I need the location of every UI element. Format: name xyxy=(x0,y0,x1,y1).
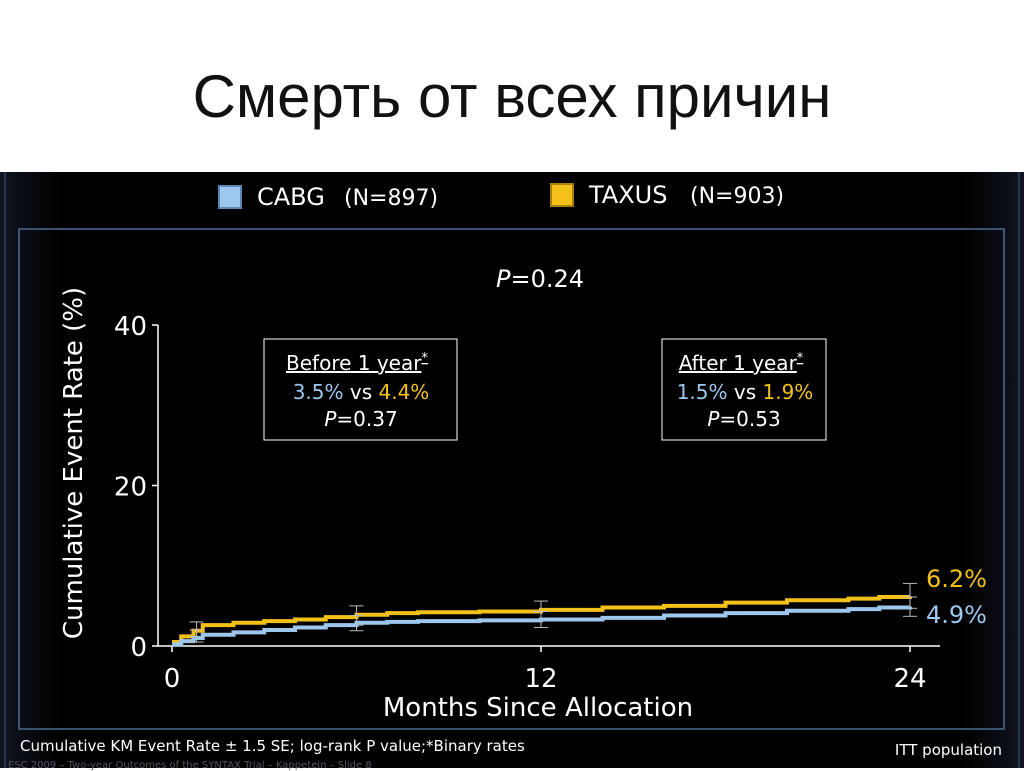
overall-p-value: P=0.24 xyxy=(496,265,584,293)
population-label: ITT population xyxy=(894,741,1002,759)
legend-swatch-taxus xyxy=(550,183,574,207)
slide-title: Смерть от всех причин xyxy=(192,63,832,130)
series-layer: 6.2% 4.9% xyxy=(172,565,987,647)
legend-n-taxus: (N=903) xyxy=(690,184,784,209)
x-ticks: 0 12 24 xyxy=(164,646,927,694)
after-box-frame xyxy=(661,338,827,441)
cabg-error-bar-0 xyxy=(189,629,204,643)
before-box-frame xyxy=(263,338,458,441)
y-tick-label-20: 20 xyxy=(114,473,147,503)
after-box-rates: 1.5% vs 1.9% xyxy=(677,380,814,404)
before-box-p: P=0.37 xyxy=(324,407,397,431)
after-box-title: After 1 year* xyxy=(679,351,804,375)
before-box-title: Before 1 year* xyxy=(286,351,428,375)
after-box-p: P=0.53 xyxy=(707,407,780,431)
panel-edge-left xyxy=(4,172,6,768)
before-1-year-box: Before 1 year* 3.5% vs 4.4% P=0.37 xyxy=(263,338,458,441)
cabg-error-bar-1 xyxy=(349,615,364,632)
cabg-error-bar-3 xyxy=(903,596,917,617)
cabg-km-curve xyxy=(172,605,912,647)
taxus-end-label: 6.2% xyxy=(926,565,987,593)
legend-label-cabg: CABG xyxy=(257,183,325,211)
cabg-error-bar-2 xyxy=(534,610,548,629)
citation: ESC 2009 – Two-year Outcomes of the SYNT… xyxy=(8,760,372,771)
cabg-end-label: 4.9% xyxy=(926,601,987,629)
chart-panel xyxy=(0,172,1024,768)
y-tick-label-0: 0 xyxy=(130,633,147,663)
y-ticks: 0 20 40 xyxy=(114,312,158,663)
x-tick-label-24: 24 xyxy=(893,664,926,694)
legend: CABG (N=897) TAXUS (N=903) xyxy=(218,181,784,211)
after-1-year-box: After 1 year* 1.5% vs 1.9% P=0.53 xyxy=(661,338,827,441)
y-axis-label: Cumulative Event Rate (%) xyxy=(59,287,89,639)
footer-note: Cumulative KM Event Rate ± 1.5 SE; log-r… xyxy=(20,737,525,755)
legend-swatch-cabg xyxy=(218,185,242,209)
x-tick-label-12: 12 xyxy=(524,664,557,694)
x-tick-label-0: 0 xyxy=(164,664,181,694)
legend-n-cabg: (N=897) xyxy=(344,186,438,211)
panel-edge-right xyxy=(1018,172,1020,768)
legend-label-taxus: TAXUS xyxy=(588,181,667,209)
plot-frame xyxy=(18,228,1005,730)
taxus-km-curve xyxy=(172,595,912,644)
y-tick-label-40: 40 xyxy=(114,312,147,342)
x-axis-label: Months Since Allocation xyxy=(383,693,693,723)
before-box-rates: 3.5% vs 4.4% xyxy=(293,380,430,404)
